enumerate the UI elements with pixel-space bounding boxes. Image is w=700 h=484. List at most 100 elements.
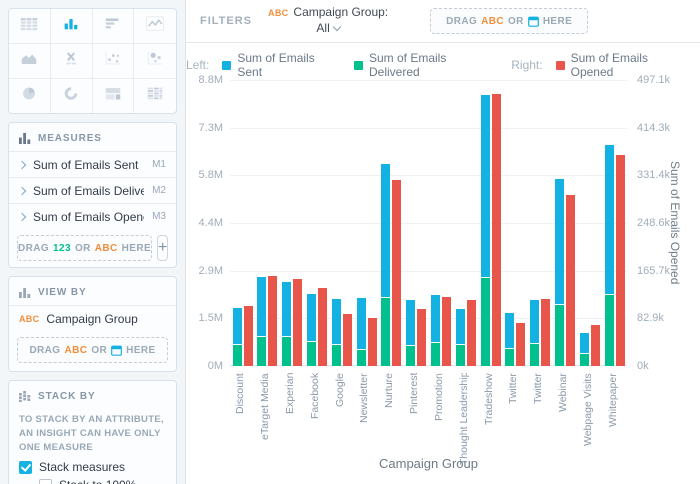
checkbox-stack-to-100-[interactable]: Stack to 100% [29, 476, 176, 484]
stacked-bar[interactable] [579, 333, 589, 366]
stacked-bar[interactable] [505, 312, 515, 366]
stacked-bar[interactable] [406, 299, 416, 366]
bar-emails-opened[interactable] [243, 305, 253, 366]
checkbox-stack-measures[interactable]: Stack measures [9, 456, 176, 476]
stacked-bar[interactable] [555, 179, 565, 366]
bar-emails-opened[interactable] [566, 195, 576, 366]
x-axis-category-label: eTarget Media [259, 373, 272, 440]
bar-segment-emails-sent[interactable] [232, 307, 242, 345]
bar-segment-emails-delivered[interactable] [331, 344, 341, 366]
bar-segment-emails-delivered[interactable] [306, 341, 316, 366]
viz-type-headline[interactable] [50, 44, 93, 79]
viz-type-column-chart[interactable] [50, 9, 93, 44]
viz-type-pie-chart[interactable] [9, 79, 51, 113]
bar-emails-opened[interactable] [516, 323, 526, 366]
bar-segment-emails-sent[interactable] [282, 281, 292, 337]
stacked-bar[interactable] [381, 163, 391, 366]
bar-segment-emails-sent[interactable] [480, 94, 490, 279]
bar-segment-emails-delivered[interactable] [604, 295, 614, 366]
bar-segment-emails-delivered[interactable] [579, 353, 589, 366]
x-axis-category-label: Facebook [308, 373, 321, 420]
stack-by-options: Stack measures Stack to 100% [9, 456, 176, 484]
view-by-attribute-campaign-group[interactable]: ABC Campaign Group [9, 305, 176, 332]
bar-emails-opened[interactable] [367, 318, 377, 366]
viz-type-table[interactable] [9, 9, 51, 44]
stacked-bar[interactable] [257, 276, 267, 366]
bar-emails-opened[interactable] [442, 296, 451, 366]
bar-emails-opened[interactable] [342, 314, 352, 366]
stacked-bar[interactable] [604, 145, 614, 366]
bar-segment-emails-sent[interactable] [505, 312, 515, 350]
bar-emails-opened[interactable] [590, 324, 600, 366]
viz-type-bubble-chart[interactable] [134, 44, 176, 79]
legend-item[interactable]: Sum of Emails Delivered [353, 51, 498, 79]
viz-type-line-chart[interactable] [134, 9, 176, 44]
measure-item[interactable]: Sum of Emails Sent M1 [9, 151, 176, 177]
measure-item[interactable]: Sum of Emails Delivered M2 [9, 177, 176, 203]
bar-segment-emails-delivered[interactable] [505, 349, 515, 366]
bar-segment-emails-delivered[interactable] [406, 345, 416, 366]
bar-emails-opened[interactable] [491, 94, 501, 366]
viz-type-bar-chart[interactable] [92, 9, 135, 44]
bar-chart-icon [103, 15, 123, 37]
bar-segment-emails-delivered[interactable] [530, 343, 540, 366]
stacked-bar[interactable] [480, 94, 490, 366]
heatmap-icon [145, 85, 165, 107]
bar-segment-emails-delivered[interactable] [480, 278, 490, 366]
bar-segment-emails-delivered[interactable] [431, 343, 440, 366]
bar-segment-emails-sent[interactable] [406, 299, 416, 346]
bar-emails-opened[interactable] [293, 278, 303, 366]
stacked-bar[interactable] [331, 299, 341, 366]
bar-segment-emails-sent[interactable] [331, 299, 341, 345]
bar-segment-emails-sent[interactable] [431, 295, 440, 344]
measure-item[interactable]: Sum of Emails Opened M3 [9, 203, 176, 229]
bar-emails-opened[interactable] [466, 299, 476, 366]
bar-emails-opened[interactable] [392, 180, 402, 366]
x-axis-category-label: Webpage Visits [581, 373, 594, 446]
stacked-bar[interactable] [306, 293, 316, 366]
stacked-bar[interactable] [455, 309, 465, 366]
bar-emails-opened[interactable] [268, 275, 278, 366]
bar-segment-emails-sent[interactable] [306, 293, 316, 342]
stacked-bar[interactable] [282, 281, 292, 366]
bar-segment-emails-delivered[interactable] [555, 304, 565, 366]
stacked-bar[interactable] [530, 300, 540, 366]
stacked-bar[interactable] [232, 307, 242, 366]
measure-label: Sum of Emails Delivered [33, 183, 144, 198]
bar-segment-emails-delivered[interactable] [257, 336, 267, 366]
bar-emails-opened[interactable] [615, 154, 625, 366]
bar-segment-emails-delivered[interactable] [455, 344, 465, 366]
bar-segment-emails-sent[interactable] [356, 298, 366, 351]
viz-type-heatmap[interactable] [134, 79, 176, 113]
stacked-bar[interactable] [356, 298, 366, 366]
legend-item[interactable]: Sum of Emails Sent [222, 51, 341, 79]
bar-emails-opened[interactable] [317, 288, 327, 366]
bar-segment-emails-sent[interactable] [455, 309, 465, 345]
viz-type-donut-chart[interactable] [51, 79, 93, 113]
bar-emails-opened[interactable] [541, 299, 551, 366]
y-axis-tick-right: 82.9k [637, 312, 664, 325]
stacked-bar[interactable] [431, 295, 440, 366]
bar-segment-emails-delivered[interactable] [356, 350, 366, 366]
view-by-dropzone[interactable]: DRAG ABC OR HERE [17, 337, 168, 363]
campaign-group-filter-chip[interactable]: ABC Campaign Group: All [268, 5, 388, 36]
viz-type-area-chart[interactable] [9, 44, 51, 79]
bar-segment-emails-sent[interactable] [604, 145, 614, 296]
x-axis-category-label: Webinar [556, 373, 569, 412]
legend-item[interactable]: Sum of Emails Opened [555, 51, 692, 79]
viz-type-treemap[interactable] [93, 79, 135, 113]
bar-segment-emails-sent[interactable] [381, 163, 391, 299]
add-measure-button[interactable]: + [157, 235, 169, 261]
bar-segment-emails-delivered[interactable] [381, 298, 391, 366]
bar-segment-emails-delivered[interactable] [232, 344, 242, 366]
bar-segment-emails-sent[interactable] [579, 333, 589, 354]
measures-dropzone[interactable]: DRAG 123 OR ABC HERE [17, 235, 153, 261]
gridline [230, 270, 627, 272]
viz-type-scatter-plot[interactable] [92, 44, 135, 79]
bar-emails-opened[interactable] [417, 309, 427, 366]
filter-dropzone[interactable]: DRAG ABC OR HERE [430, 8, 589, 34]
bar-segment-emails-sent[interactable] [257, 276, 267, 337]
bar-segment-emails-sent[interactable] [555, 179, 565, 305]
bar-segment-emails-sent[interactable] [530, 300, 540, 344]
bar-segment-emails-delivered[interactable] [282, 336, 292, 366]
